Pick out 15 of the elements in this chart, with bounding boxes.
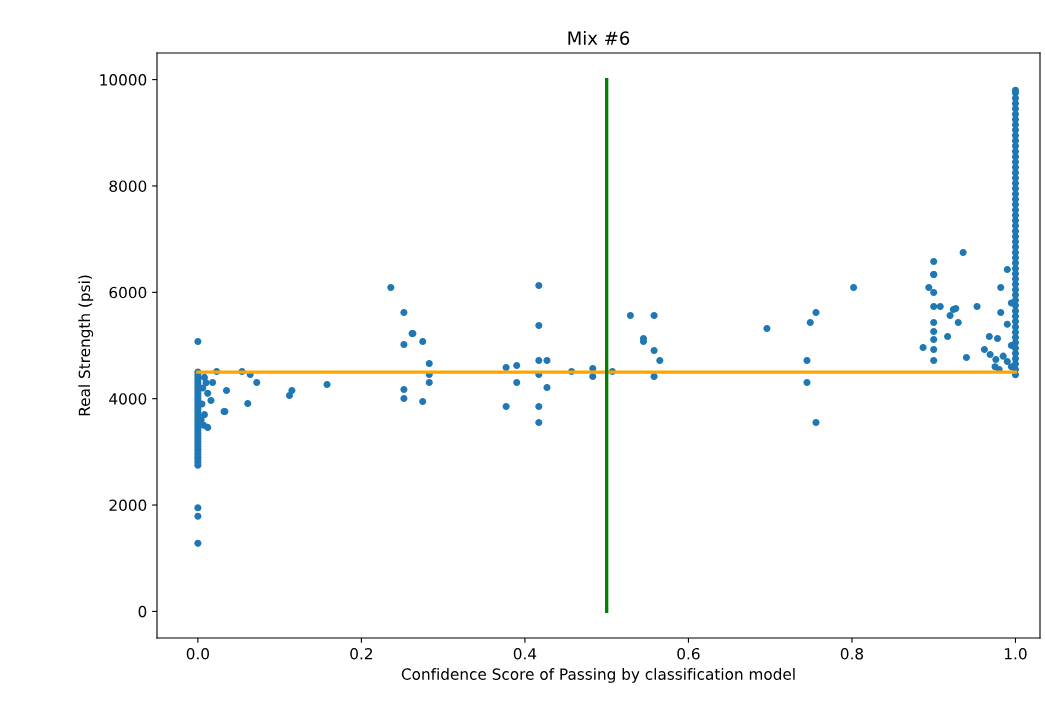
y-tick-label: 6000	[109, 286, 147, 299]
x-axis-title: Confidence Score of Passing by classification model	[401, 668, 795, 683]
y-tick-label: 10000	[100, 74, 147, 86]
x-tick-label: 0.6	[677, 647, 700, 660]
y-tick-label: 8000	[109, 180, 147, 192]
y-tick-label: 0	[138, 605, 147, 618]
y-tick-label: 4000	[109, 393, 147, 405]
chart-title: Mix #6	[568, 30, 630, 45]
x-tick-label: 0.2	[350, 647, 373, 660]
x-tick-label: 1.0	[1005, 647, 1027, 660]
x-tick-label: 0.8	[840, 647, 864, 660]
y-axis-title: Real Strength (psi)	[78, 275, 94, 416]
y-tick-label: 2000	[109, 499, 147, 512]
x-tick-label: 0.4	[513, 647, 537, 660]
x-tick-label: 0.0	[186, 647, 210, 660]
